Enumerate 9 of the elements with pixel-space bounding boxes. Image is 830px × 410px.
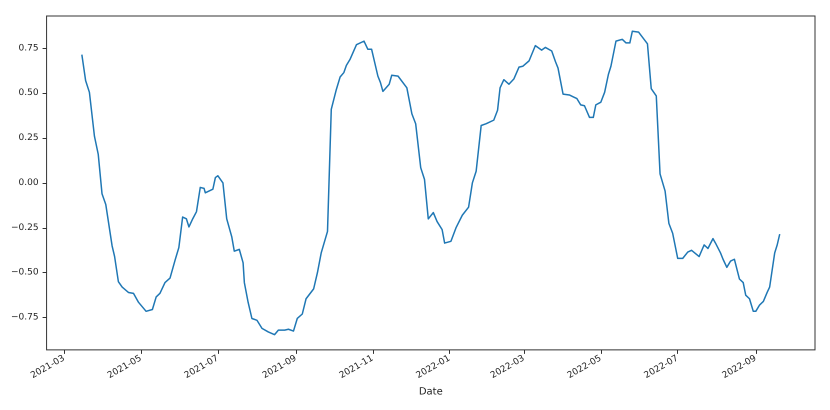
y-tick-label: 0.50 [18,88,39,98]
y-tick-label: −0.75 [10,312,39,323]
x-axis-title: Date [418,386,443,398]
y-tick-label: 0.75 [18,43,39,54]
y-tick-label: −0.25 [10,222,39,233]
y-tick-label: −0.50 [10,268,39,278]
y-tick-label: 0.00 [18,178,39,188]
line-series [81,30,780,336]
y-tick-label: 0.25 [18,133,39,144]
